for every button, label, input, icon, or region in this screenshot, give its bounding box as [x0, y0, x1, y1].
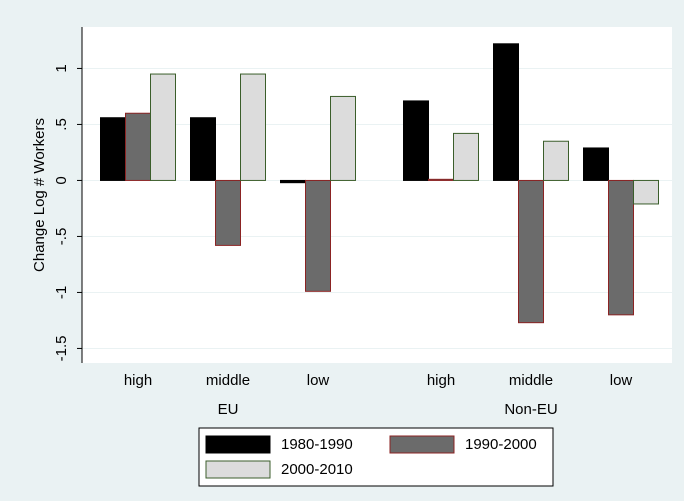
bar	[215, 179, 241, 246]
bar	[428, 178, 454, 181]
bar	[518, 179, 544, 324]
bar	[493, 43, 519, 181]
y-tick-label: -.5	[53, 228, 70, 246]
bar	[330, 95, 356, 181]
bar	[543, 140, 569, 181]
x-tick-label: high	[427, 372, 455, 389]
bar	[403, 100, 429, 181]
group-label: EU	[218, 401, 239, 418]
y-tick-label: -1.5	[53, 336, 70, 362]
legend-swatch	[205, 435, 271, 454]
bar	[150, 73, 176, 181]
bar	[240, 73, 266, 181]
x-tick-label: low	[610, 372, 633, 389]
legend-swatch	[389, 435, 455, 454]
y-tick-label: 0	[53, 176, 70, 184]
x-tick-label: low	[307, 372, 330, 389]
x-tick-label: high	[124, 372, 152, 389]
bar	[100, 117, 126, 181]
bar	[305, 179, 331, 292]
y-tick-label: -1	[53, 286, 70, 299]
bar	[633, 179, 659, 205]
plot-area	[82, 27, 672, 363]
x-tick-label: middle	[206, 372, 250, 389]
bar	[583, 147, 609, 181]
legend-label: 2000-2010	[281, 461, 353, 478]
group-label: Non-EU	[504, 401, 557, 418]
y-tick-label: 1	[53, 64, 70, 72]
legend-swatch	[205, 460, 271, 479]
bar	[190, 117, 216, 181]
y-tick-label: .5	[53, 118, 70, 131]
bar	[125, 112, 151, 181]
legend-label: 1990-2000	[465, 436, 537, 453]
bar	[280, 179, 306, 184]
x-tick-label: middle	[509, 372, 553, 389]
y-axis-title: Change Log # Workers	[31, 118, 48, 272]
bar	[608, 179, 634, 316]
legend-label: 1980-1990	[281, 436, 353, 453]
bar	[453, 132, 479, 181]
